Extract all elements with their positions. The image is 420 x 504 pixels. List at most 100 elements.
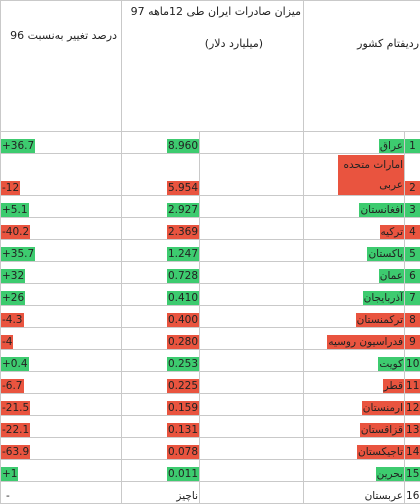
value-cell: 1.247 [122,240,200,262]
country-cell: ارمنستان [304,394,405,416]
rank-cell: 2 [405,154,420,196]
rank-cell: 4 [405,218,420,240]
country-cell: قطر [304,372,405,394]
country-cell: آذربایجان [304,284,405,306]
export-value: ناچیز [175,489,199,503]
country-name: بحرین [376,467,404,481]
percent-change: +5.1 [1,203,29,217]
country-cell: تاجیکستان [304,438,405,460]
country-name: امارات متحده عربی [338,155,404,195]
percent-change: -4.3 [1,313,24,327]
country-cell: قزاقستان [304,416,405,438]
rank-cell: 16 [405,482,420,504]
rank-number: 14 [405,445,420,459]
rank-cell: 15 [405,460,420,482]
percent-change: -12 [1,181,20,195]
country-name: افغانستان [359,203,404,217]
spacer-cell [200,154,304,196]
percent-cell: +0.4 [1,350,122,372]
rank-number: 9 [405,335,420,349]
percent-cell: -63.9 [1,438,122,460]
value-cell: 0.225 [122,372,200,394]
percent-change: +1 [1,467,18,481]
percent-cell: -6.7 [1,372,122,394]
rank-number: 3 [405,203,420,217]
percent-change: -4 [1,335,13,349]
percent-cell: - [1,482,122,504]
spacer-cell [200,196,304,218]
rank-number: 7 [405,291,420,305]
value-cell: 2.927 [122,196,200,218]
country-name: پاکستان [367,247,404,261]
value-cell: ناچیز [122,482,200,504]
spacer-cell [200,218,304,240]
percent-change: -22.1 [1,423,30,437]
percent-change: -6.7 [1,379,24,393]
rank-cell: 8 [405,306,420,328]
country-name: فدراسیون روسیه [327,335,404,349]
export-value: 0.225 [167,379,199,393]
percent-cell: -4.3 [1,306,122,328]
rank-cell: 11 [405,372,420,394]
spacer-cell [200,372,304,394]
value-cell: 0.400 [122,306,200,328]
header-export-value: میزان صادرات ایران طی 12ماهه 97 (میلیارد… [122,1,304,132]
export-value: 5.954 [167,181,199,195]
percent-change: +26 [1,291,25,305]
export-value: 0.078 [167,445,199,459]
percent-change: -63.9 [1,445,30,459]
rank-number: 1 [405,139,420,153]
rank-number: 10 [405,357,420,371]
rank-number: 15 [405,467,420,481]
percent-cell: +5.1 [1,196,122,218]
value-cell: 0.131 [122,416,200,438]
export-value: 2.369 [167,225,199,239]
value-cell: 0.410 [122,284,200,306]
value-cell: 0.011 [122,460,200,482]
country-name: قطر [383,379,404,393]
export-value: 1.247 [167,247,199,261]
percent-cell: -22.1 [1,416,122,438]
rank-cell: 10 [405,350,420,372]
country-cell: عربستان [304,482,405,504]
percent-cell: +32 [1,262,122,284]
country-name: تاجیکستان [357,445,404,459]
country-name: عربستان [364,489,404,503]
percent-change: -40.2 [1,225,30,239]
header-row: درصد تغییر به‌نسبت 96 میزان صادرات ایران… [1,1,420,132]
export-value: 8.960 [167,139,199,153]
percent-cell: -4 [1,328,122,350]
rank-cell: 12 [405,394,420,416]
rank-cell: 5 [405,240,420,262]
header-percent-change: درصد تغییر به‌نسبت 96 [1,1,122,132]
country-name: عمان [379,269,404,283]
spacer-cell [200,416,304,438]
country-name: ترکیه [380,225,405,239]
spacer-cell [200,394,304,416]
rank-number: 4 [405,225,420,239]
export-value: 0.410 [167,291,199,305]
header-country: تام کشور [357,37,400,50]
export-value: 0.131 [167,423,199,437]
spacer-cell [200,132,304,154]
value-cell: 0.078 [122,438,200,460]
country-name: کویت [378,357,404,371]
country-cell: امارات متحده عربی [304,154,405,196]
export-value: 0.400 [167,313,199,327]
percent-change: +0.4 [1,357,29,371]
export-value: 0.159 [167,401,199,415]
percent-cell: +36.7 [1,132,122,154]
rank-number: 13 [405,423,420,437]
percent-cell: -12 [1,154,122,196]
percent-change: - [5,489,11,503]
